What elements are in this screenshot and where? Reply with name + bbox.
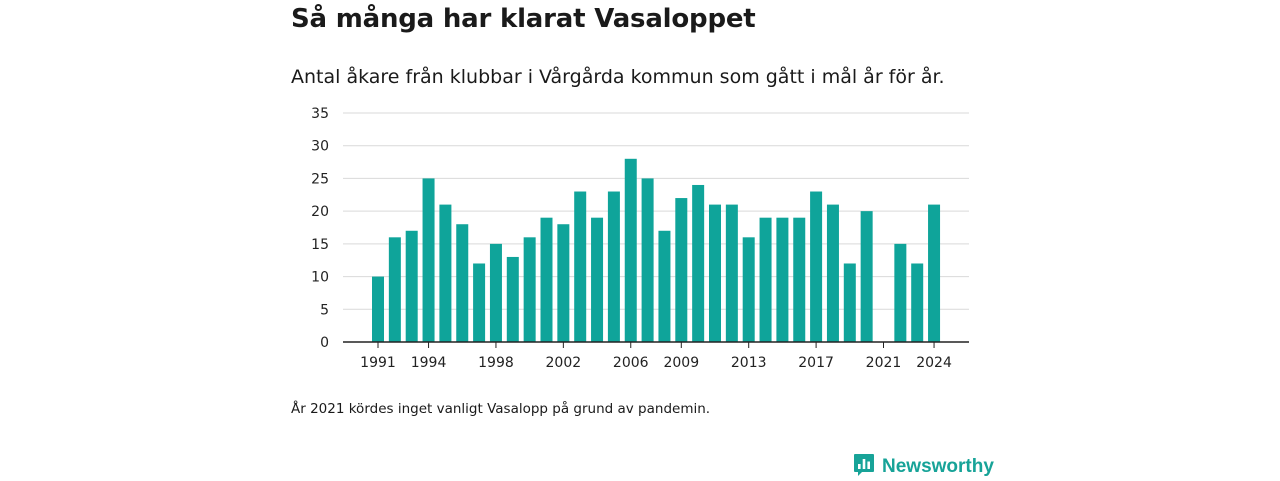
y-tick-label: 10 bbox=[311, 270, 329, 286]
x-tick-label: 2013 bbox=[731, 355, 767, 371]
brand-name: Newsworthy bbox=[882, 456, 994, 477]
bar bbox=[473, 263, 486, 342]
gridlines bbox=[343, 112, 969, 310]
bar bbox=[405, 230, 418, 342]
newsworthy-logo-icon bbox=[853, 453, 875, 481]
bar bbox=[894, 243, 907, 342]
y-tick-label: 25 bbox=[311, 171, 329, 187]
x-tick-label: 1998 bbox=[478, 355, 514, 371]
bar bbox=[675, 198, 688, 342]
chart-subtitle: Antal åkare från klubbar i Vårgårda komm… bbox=[291, 66, 945, 88]
bar bbox=[860, 211, 873, 342]
bar bbox=[574, 191, 587, 342]
bar bbox=[658, 230, 671, 342]
bar bbox=[928, 204, 941, 342]
footnote: År 2021 kördes inget vanligt Vasalopp på… bbox=[291, 401, 711, 417]
x-tick-label: 2009 bbox=[663, 355, 699, 371]
bar bbox=[372, 276, 384, 342]
brand-logo[interactable]: Newsworthy bbox=[853, 453, 994, 481]
bar bbox=[506, 256, 519, 342]
bar bbox=[793, 217, 806, 342]
bar bbox=[692, 184, 705, 342]
y-tick-label: 5 bbox=[320, 302, 329, 318]
bar bbox=[641, 178, 654, 342]
bar bbox=[759, 217, 772, 342]
bar bbox=[523, 237, 536, 342]
bar bbox=[591, 217, 604, 342]
bar bbox=[489, 243, 502, 342]
bar bbox=[540, 217, 553, 342]
y-tick-label: 0 bbox=[320, 335, 329, 351]
bar bbox=[843, 263, 856, 342]
bar bbox=[624, 158, 637, 342]
x-tick-label: 2017 bbox=[798, 355, 834, 371]
x-tick-label: 2024 bbox=[916, 355, 952, 371]
x-tick-label: 1991 bbox=[360, 355, 396, 371]
bars bbox=[372, 158, 941, 342]
bar bbox=[810, 191, 823, 342]
x-tick-label: 2002 bbox=[546, 355, 582, 371]
bar bbox=[607, 191, 620, 342]
bar bbox=[557, 224, 570, 342]
bar bbox=[388, 237, 401, 342]
x-tick-label: 2006 bbox=[613, 355, 649, 371]
bar bbox=[709, 204, 721, 342]
y-tick-label: 30 bbox=[311, 139, 329, 155]
bar bbox=[456, 224, 469, 342]
x-tick-label: 2021 bbox=[866, 355, 902, 371]
bar bbox=[911, 263, 924, 342]
y-axis-ticks: 0 5 10 15 20 25 30 35 bbox=[311, 106, 329, 351]
y-tick-label: 15 bbox=[311, 237, 329, 253]
chart-title: Så många har klarat Vasaloppet bbox=[291, 4, 756, 34]
bar-chart: 0 5 10 15 20 25 30 35 1991 1994 1998 2002 2006 2009 2… bbox=[311, 106, 969, 371]
x-tick-label: 1994 bbox=[411, 355, 447, 371]
bar bbox=[742, 237, 755, 342]
bar bbox=[422, 178, 435, 342]
y-tick-label: 35 bbox=[311, 106, 329, 122]
bar bbox=[439, 204, 452, 342]
y-tick-label: 20 bbox=[311, 204, 329, 220]
bar bbox=[776, 217, 789, 342]
bar bbox=[826, 204, 839, 342]
x-axis-ticks: 1991 1994 1998 2002 2006 2009 2013 2017 2021 2024 bbox=[360, 342, 952, 371]
bar bbox=[725, 204, 738, 342]
